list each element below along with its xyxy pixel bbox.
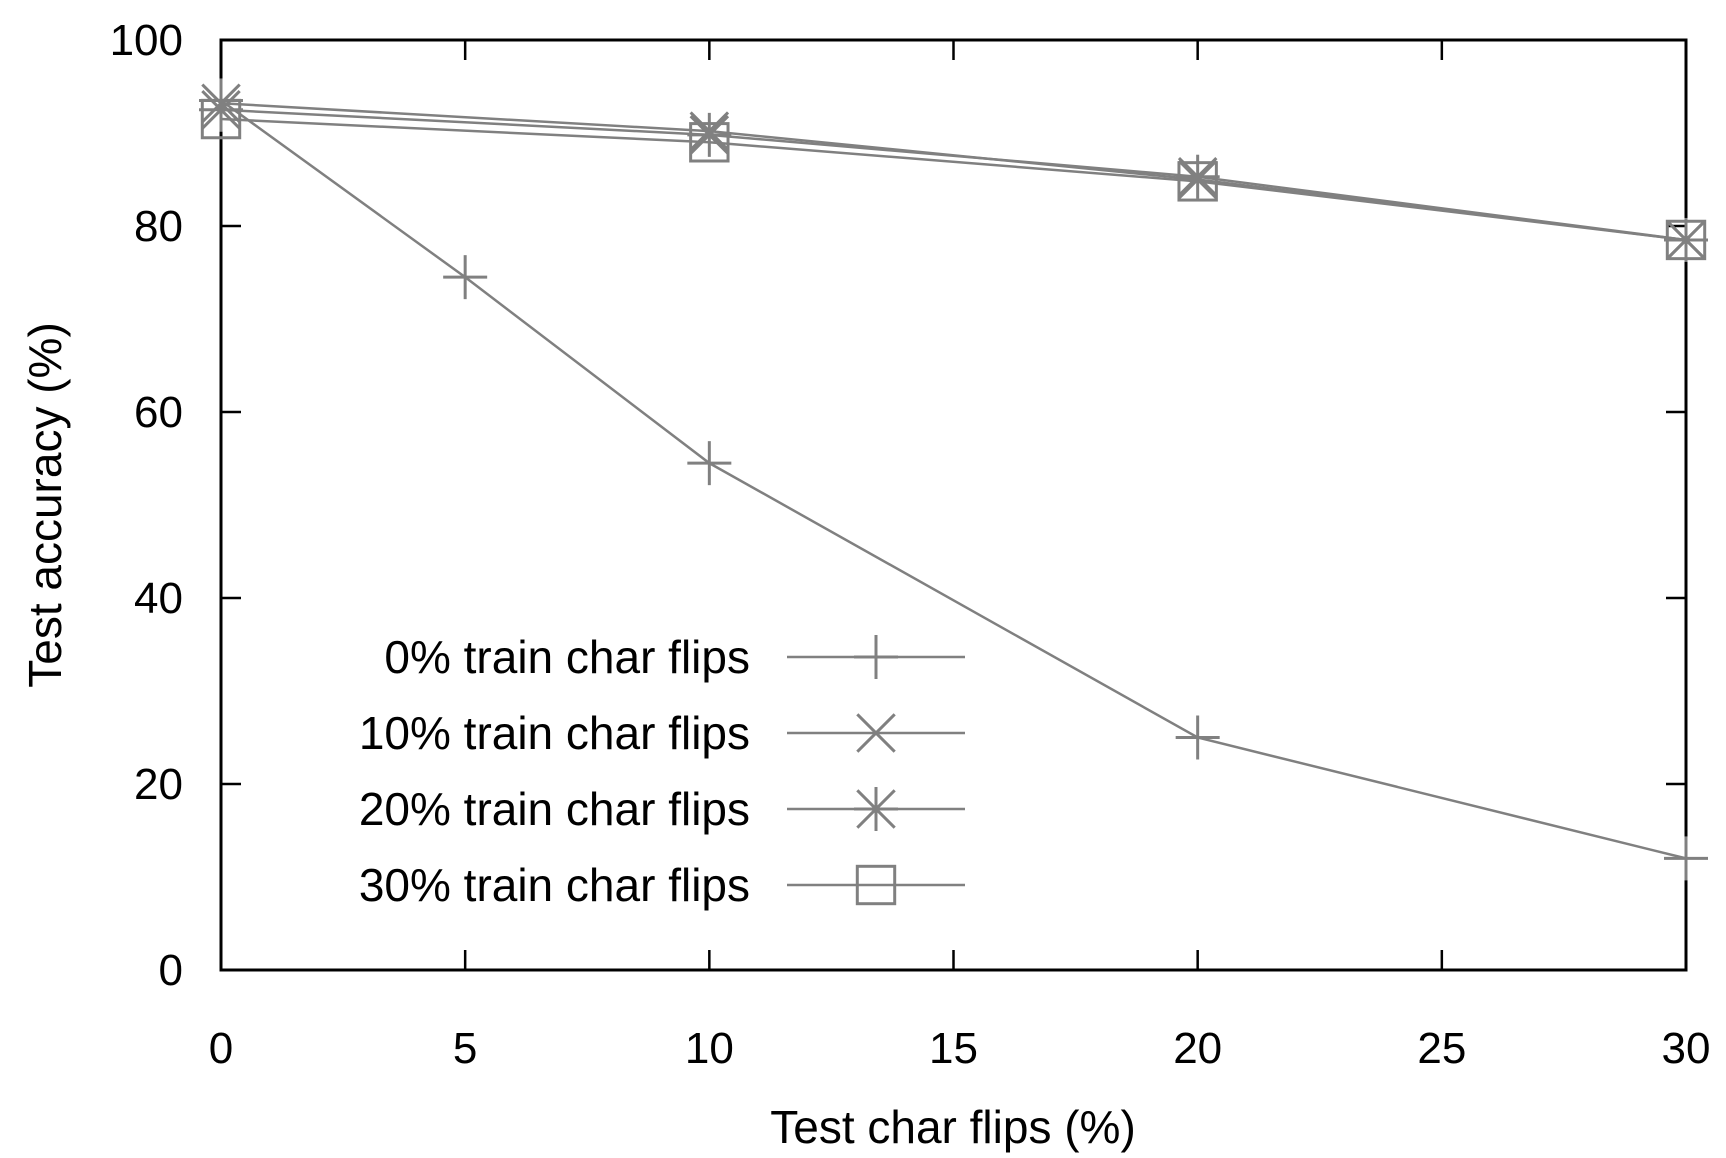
series-lines <box>220 99 1687 860</box>
legend-label: 0% train char flips <box>384 631 750 683</box>
data-point-star <box>687 112 732 157</box>
data-point-square <box>1177 161 1218 202</box>
data-point-plus <box>1664 836 1708 881</box>
data-point-plus <box>443 255 488 300</box>
x-tick-label: 20 <box>1173 1024 1222 1073</box>
y-tick-label: 0 <box>159 946 183 995</box>
legend: 0% train char flips 10% train char flips 2… <box>359 631 965 911</box>
data-point-star <box>199 87 243 132</box>
y-tick-label: 100 <box>110 16 183 65</box>
data-point-plus <box>687 441 732 486</box>
data-point-square <box>689 122 730 163</box>
data-point-plus <box>854 635 898 679</box>
y-tick-label: 60 <box>134 388 183 437</box>
x-tick-label: 10 <box>685 1024 734 1073</box>
x-tick-label: 25 <box>1417 1024 1466 1073</box>
legend-entry: 30% train char flips <box>359 859 965 911</box>
y-tick-label: 20 <box>134 760 183 809</box>
legend-entry: 10% train char flips <box>359 707 965 759</box>
legend-entry: 20% train char flips <box>359 783 965 835</box>
x-tick-label: 15 <box>929 1024 978 1073</box>
data-point-star <box>1175 154 1220 199</box>
data-point-star <box>854 787 898 831</box>
x-axis-title: Test char flips (%) <box>770 1101 1136 1153</box>
data-point-cross <box>856 713 896 753</box>
data-point-plus <box>1175 715 1220 760</box>
legend-label: 10% train char flips <box>359 707 750 759</box>
legend-label: 20% train char flips <box>359 783 750 835</box>
data-point-star <box>1664 217 1708 262</box>
data-point-square <box>855 864 897 906</box>
legend-entry: 0% train char flips <box>384 631 965 683</box>
series-line-3 <box>220 117 1687 242</box>
x-tick-label: 30 <box>1662 1024 1711 1073</box>
y-axis-title: Test accuracy (%) <box>19 322 71 688</box>
y-tick-label: 40 <box>134 574 183 623</box>
data-point-square <box>200 98 242 140</box>
x-tick-label: 5 <box>453 1024 477 1073</box>
axis-ticks <box>219 38 1688 972</box>
x-tick-label: 0 <box>209 1024 233 1073</box>
series-line-1 <box>220 101 1687 242</box>
series-markers <box>199 78 1708 881</box>
series-line-2 <box>220 108 1687 242</box>
legend-label: 30% train char flips <box>359 859 750 911</box>
data-point-square <box>1665 219 1707 261</box>
y-tick-label: 80 <box>134 202 183 251</box>
tick-labels: 0 5 10 15 20 25 30 0 20 40 60 80 100 <box>110 16 1711 1073</box>
